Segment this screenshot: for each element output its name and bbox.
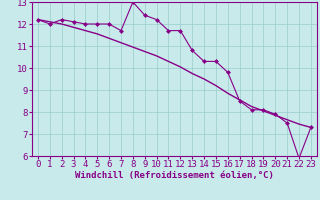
X-axis label: Windchill (Refroidissement éolien,°C): Windchill (Refroidissement éolien,°C) xyxy=(75,171,274,180)
